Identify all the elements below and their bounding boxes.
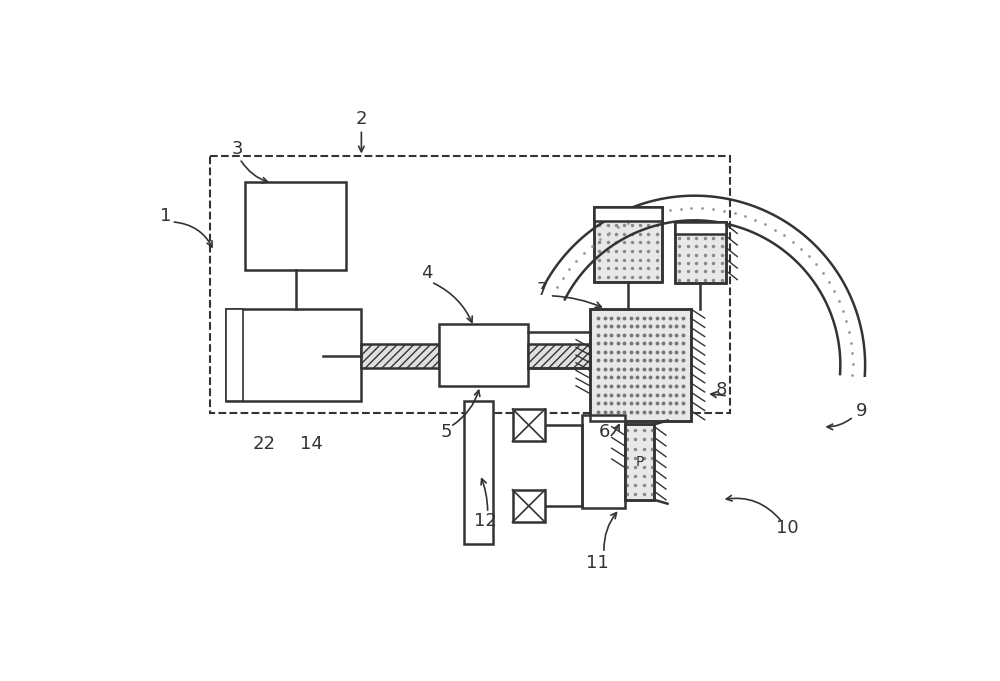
Text: 12: 12 (474, 511, 497, 530)
Text: 11: 11 (586, 554, 609, 572)
Bar (675, 222, 726, 234)
Bar (528, 343, 602, 368)
Bar (226, 309, 243, 401)
Text: 5: 5 (441, 423, 452, 441)
Text: 2: 2 (356, 110, 367, 127)
Text: 1: 1 (160, 208, 171, 225)
Bar (512, 409, 545, 441)
Text: 14: 14 (300, 434, 322, 453)
Text: 7: 7 (536, 281, 548, 299)
Text: 4: 4 (422, 264, 433, 282)
Bar (675, 222, 726, 283)
Bar (590, 309, 691, 421)
Text: 10: 10 (776, 520, 799, 537)
Bar (594, 207, 662, 221)
Bar (512, 490, 545, 522)
Bar (625, 424, 654, 500)
Text: 22: 22 (253, 434, 276, 453)
Bar (245, 182, 346, 270)
Bar (625, 424, 654, 500)
Bar (439, 324, 528, 386)
Bar (226, 309, 361, 401)
Bar (594, 207, 662, 282)
Bar (361, 343, 439, 368)
Text: 6: 6 (598, 423, 610, 441)
Text: 9: 9 (856, 402, 867, 420)
Text: P: P (635, 455, 644, 469)
Text: 8: 8 (716, 381, 727, 398)
Bar (210, 157, 730, 413)
Bar (590, 309, 691, 421)
Text: 3: 3 (232, 140, 243, 159)
Bar (594, 207, 662, 282)
Bar (464, 401, 493, 543)
Bar (582, 415, 625, 507)
Bar (675, 222, 726, 283)
